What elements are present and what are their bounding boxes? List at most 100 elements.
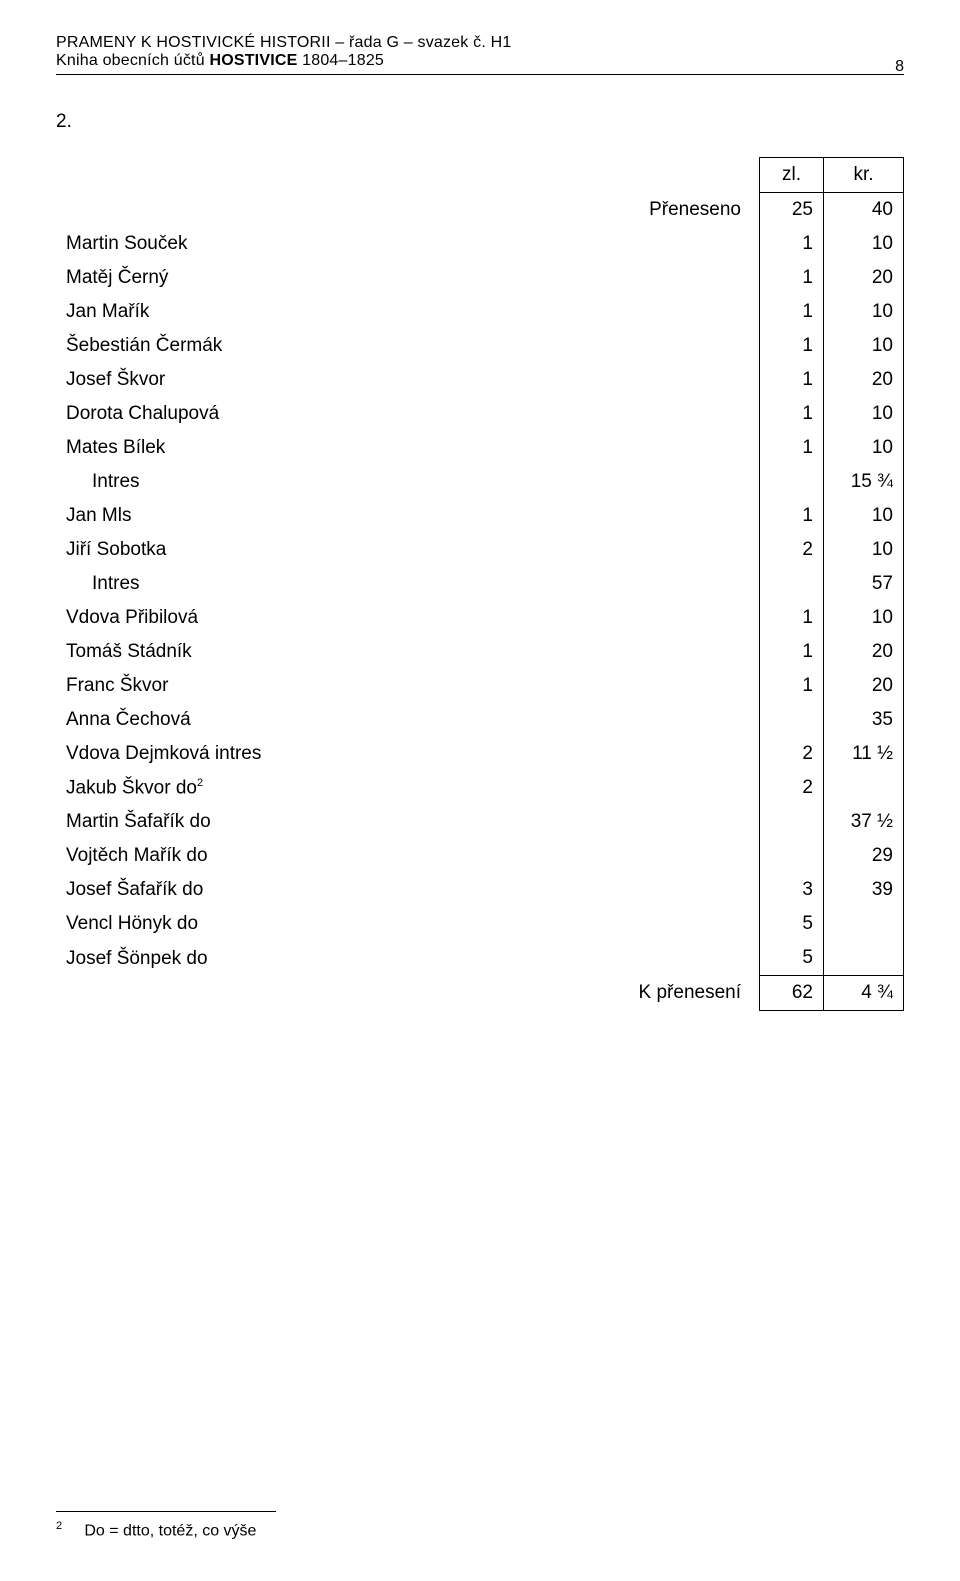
footnote-marker: 2 (56, 1520, 62, 1532)
sum-kr: 4 ¾ (824, 976, 904, 1011)
page: PRAMENY K HOSTIVICKÉ HISTORII – řada G –… (0, 0, 960, 1581)
row-kr: 37 ½ (824, 805, 904, 839)
header-line-2-bold: HOSTIVICE (209, 52, 297, 69)
row-zl: 1 (760, 295, 824, 329)
row-kr: 35 (824, 703, 904, 737)
row-label: Josef Šönpek do (56, 941, 760, 976)
table-row: Vdova Přibilová110 (56, 601, 904, 635)
row-label: Franc Škvor (56, 669, 760, 703)
row-label: Josef Šafařík do (56, 873, 760, 907)
table-row: Josef Šafařík do339 (56, 873, 904, 907)
row-zl: 1 (760, 363, 824, 397)
row-label: Přeneseno (56, 193, 760, 228)
row-label: Jiří Sobotka (56, 533, 760, 567)
row-zl: 25 (760, 193, 824, 228)
row-kr: 39 (824, 873, 904, 907)
row-kr: 10 (824, 397, 904, 431)
row-kr: 11 ½ (824, 737, 904, 771)
row-label: Šebestián Čermák (56, 329, 760, 363)
ledger-table: zl. kr. Přeneseno2540Martin Souček110Mat… (56, 157, 904, 1011)
table-row: Přeneseno2540 (56, 193, 904, 228)
table-row: Vencl Hönyk do5 (56, 907, 904, 941)
table-row: Jakub Škvor do22 (56, 771, 904, 805)
row-zl (760, 703, 824, 737)
table-row: Intres15 ¾ (56, 465, 904, 499)
footnote-rule (56, 1511, 276, 1512)
table-row: Mates Bílek110 (56, 431, 904, 465)
table-row: Vdova Dejmková intres211 ½ (56, 737, 904, 771)
header-divider (56, 74, 904, 75)
header-line-2-prefix: Kniha obecních účtů (56, 52, 209, 69)
row-zl: 1 (760, 261, 824, 295)
table-row: Martin Šafařík do 37 ½ (56, 805, 904, 839)
section-number: 2. (56, 111, 904, 133)
table-row: Dorota Chalupová110 (56, 397, 904, 431)
row-zl (760, 465, 824, 499)
row-kr: 40 (824, 193, 904, 228)
row-kr: 20 (824, 635, 904, 669)
header-line-1: PRAMENY K HOSTIVICKÉ HISTORII – řada G –… (56, 34, 904, 52)
row-zl: 1 (760, 499, 824, 533)
header-line-2: Kniha obecních účtů HOSTIVICE 1804–1825 (56, 52, 904, 70)
row-zl: 1 (760, 397, 824, 431)
row-kr (824, 771, 904, 805)
row-kr (824, 941, 904, 976)
header-line-2-suffix: 1804–1825 (297, 52, 384, 69)
row-zl: 1 (760, 431, 824, 465)
row-label: Martin Šafařík do (56, 805, 760, 839)
row-kr: 57 (824, 567, 904, 601)
table-row: Šebestián Čermák110 (56, 329, 904, 363)
row-zl: 2 (760, 771, 824, 805)
table-header-row: zl. kr. (56, 158, 904, 193)
row-zl: 1 (760, 669, 824, 703)
table-row: Anna Čechová 35 (56, 703, 904, 737)
page-number: 8 (895, 58, 904, 76)
table-row: Jiří Sobotka210 (56, 533, 904, 567)
row-zl: 1 (760, 635, 824, 669)
table-row: Franc Škvor120 (56, 669, 904, 703)
row-kr: 20 (824, 261, 904, 295)
header-zl: zl. (760, 158, 824, 193)
row-zl (760, 839, 824, 873)
row-kr: 20 (824, 669, 904, 703)
row-zl: 5 (760, 941, 824, 976)
table-row: Tomáš Stádník120 (56, 635, 904, 669)
row-kr: 10 (824, 431, 904, 465)
sum-zl: 62 (760, 976, 824, 1011)
row-kr: 15 ¾ (824, 465, 904, 499)
row-kr: 20 (824, 363, 904, 397)
table-row: Vojtěch Mařík do 29 (56, 839, 904, 873)
row-label: Anna Čechová (56, 703, 760, 737)
row-zl: 1 (760, 329, 824, 363)
row-label: Josef Škvor (56, 363, 760, 397)
row-kr: 10 (824, 533, 904, 567)
row-label: Dorota Chalupová (56, 397, 760, 431)
row-kr: 10 (824, 295, 904, 329)
row-label: Matěj Černý (56, 261, 760, 295)
row-kr: 10 (824, 499, 904, 533)
row-zl: 2 (760, 737, 824, 771)
row-label: Jakub Škvor do2 (56, 771, 760, 805)
header-kr: kr. (824, 158, 904, 193)
table-row: Josef Šönpek do5 (56, 941, 904, 976)
row-kr: 29 (824, 839, 904, 873)
table-row: Intres 57 (56, 567, 904, 601)
row-kr: 10 (824, 329, 904, 363)
sum-label: K přenesení (56, 976, 760, 1011)
sum-row: K přenesení 62 4 ¾ (56, 976, 904, 1011)
table-row: Josef Škvor120 (56, 363, 904, 397)
row-label: Intres (56, 567, 760, 601)
row-label: Martin Souček (56, 227, 760, 261)
header-empty (56, 158, 760, 193)
row-zl (760, 567, 824, 601)
row-label: Vencl Hönyk do (56, 907, 760, 941)
row-label: Mates Bílek (56, 431, 760, 465)
row-label: Jan Mls (56, 499, 760, 533)
row-zl (760, 805, 824, 839)
footnote-ref: 2 (197, 777, 203, 789)
table-row: Martin Souček110 (56, 227, 904, 261)
row-label: Vojtěch Mařík do (56, 839, 760, 873)
table-row: Matěj Černý120 (56, 261, 904, 295)
row-kr: 10 (824, 227, 904, 261)
row-kr: 10 (824, 601, 904, 635)
